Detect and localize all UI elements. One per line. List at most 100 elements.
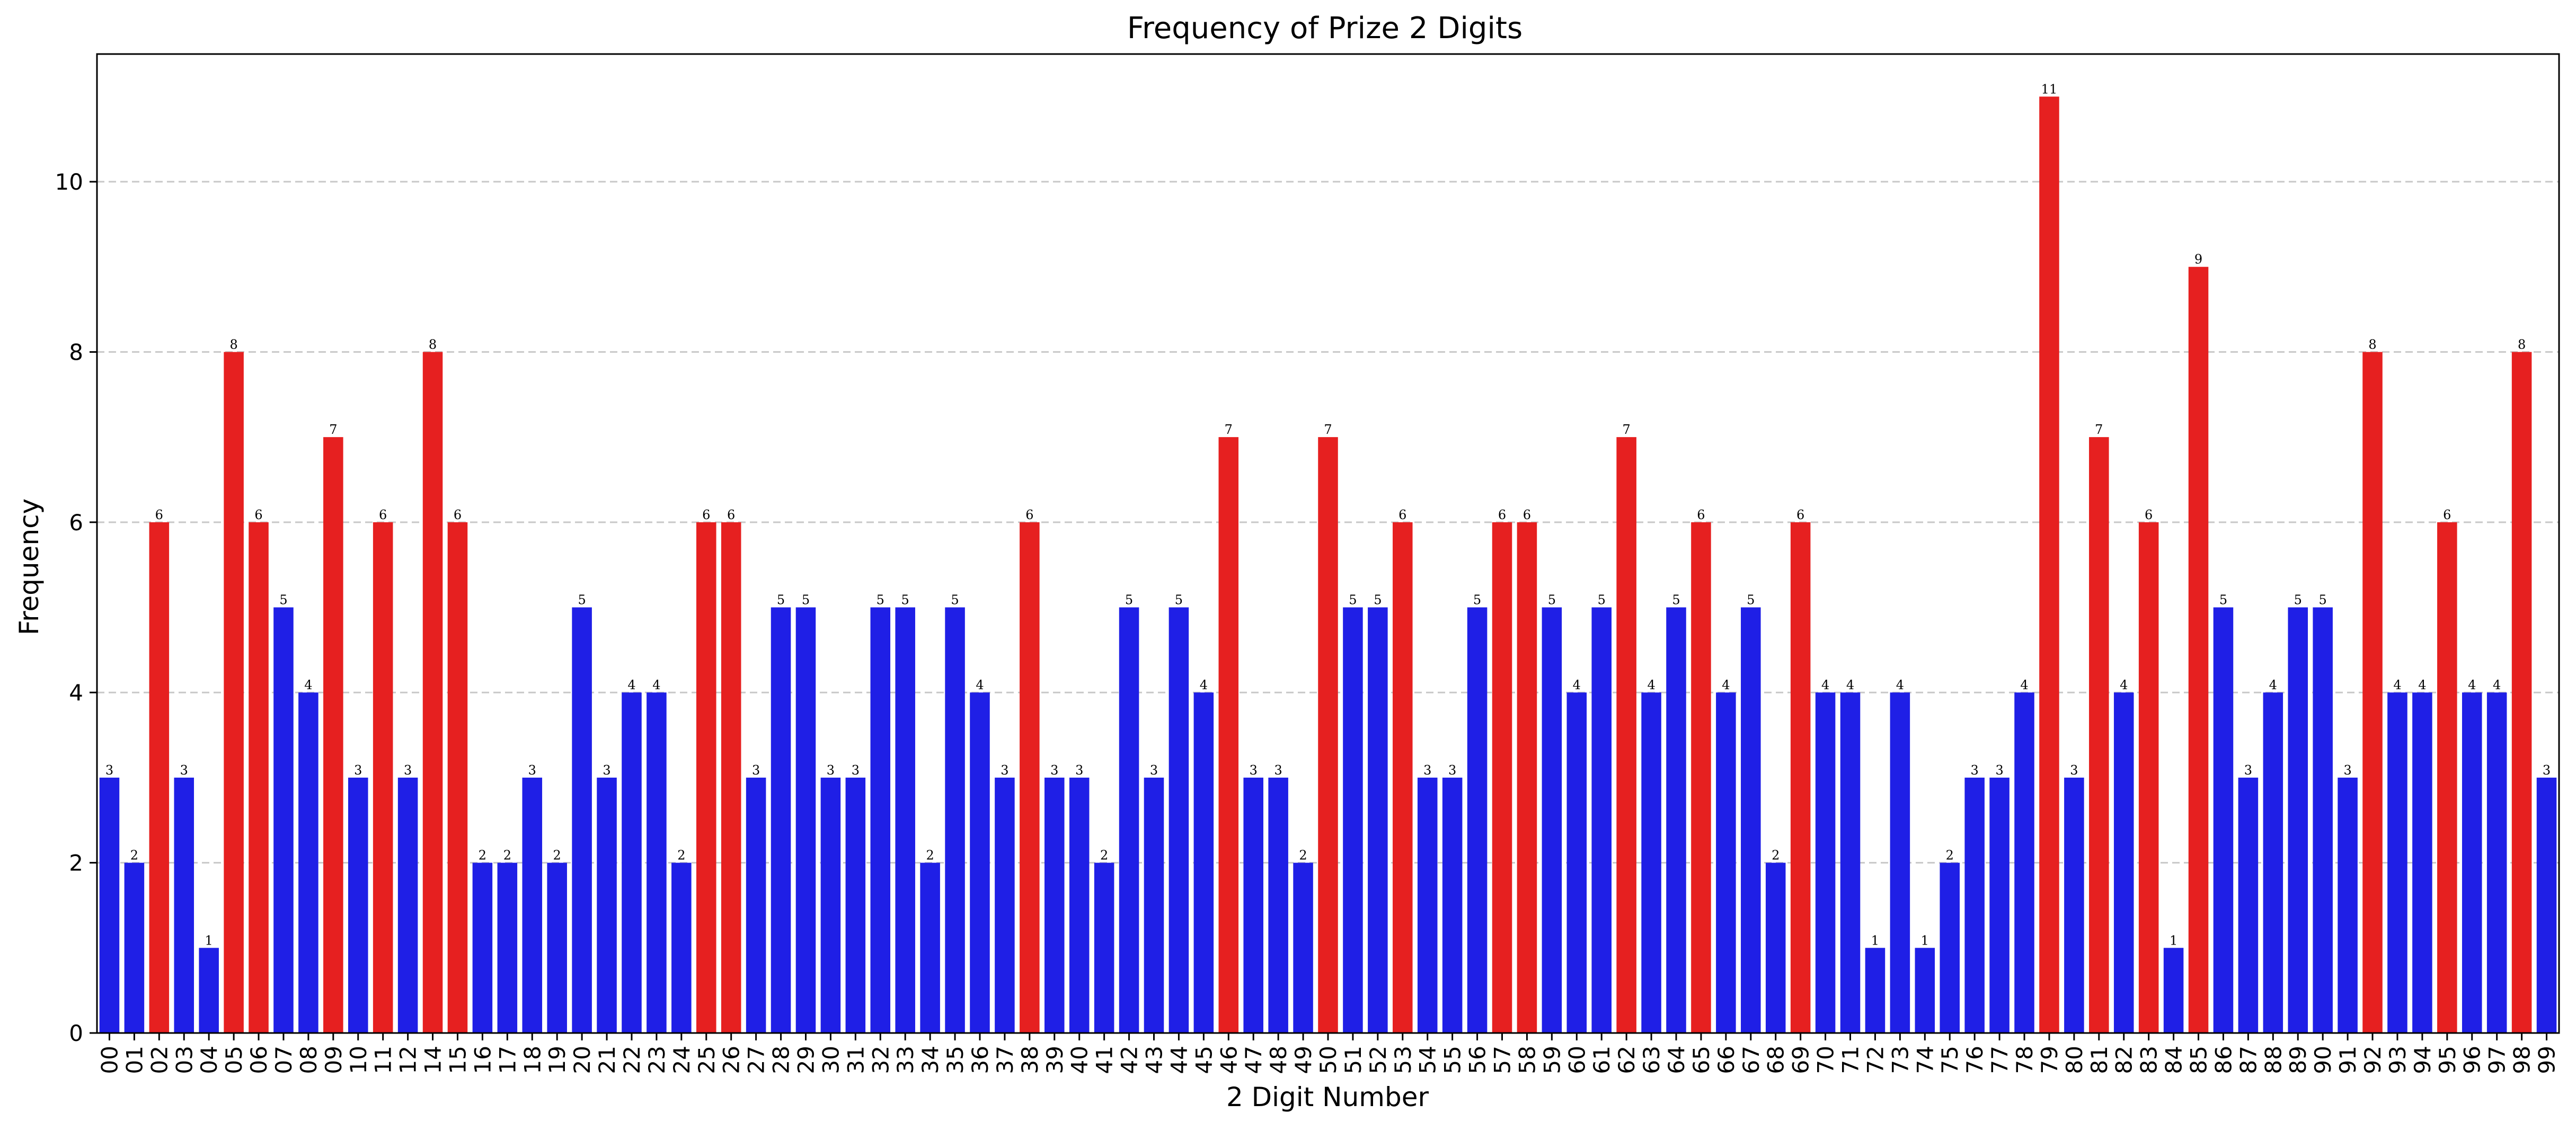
bar-40 bbox=[1069, 777, 1090, 1033]
x-tick-label-16: 16 bbox=[470, 1046, 495, 1074]
x-tick-label-91: 91 bbox=[2335, 1046, 2361, 1074]
data-label-59: 5 bbox=[1548, 593, 1556, 608]
bar-27 bbox=[746, 777, 766, 1033]
x-tick-label-70: 70 bbox=[1813, 1046, 1839, 1074]
data-label-86: 5 bbox=[2219, 593, 2227, 608]
x-tick-label-03: 03 bbox=[171, 1046, 197, 1074]
bar-61 bbox=[1591, 607, 1612, 1033]
data-label-78: 4 bbox=[2020, 678, 2028, 692]
data-label-77: 3 bbox=[1995, 763, 2003, 778]
data-label-75: 2 bbox=[1946, 848, 1954, 863]
x-tick-label-17: 17 bbox=[494, 1046, 520, 1074]
bar-73 bbox=[1890, 692, 1910, 1033]
data-label-69: 6 bbox=[1796, 507, 1804, 522]
data-label-73: 4 bbox=[1896, 678, 1904, 692]
x-tick-label-39: 39 bbox=[1042, 1046, 1068, 1074]
data-label-34: 2 bbox=[926, 848, 934, 863]
data-label-24: 2 bbox=[677, 848, 685, 863]
data-label-03: 3 bbox=[180, 763, 188, 778]
x-tick-label-10: 10 bbox=[346, 1046, 371, 1074]
data-label-76: 3 bbox=[1971, 763, 1979, 778]
y-tick-label: 0 bbox=[69, 1020, 83, 1046]
x-tick-label-48: 48 bbox=[1265, 1046, 1291, 1074]
bar-11 bbox=[373, 522, 393, 1033]
bar-81 bbox=[2089, 437, 2109, 1034]
x-tick-label-41: 41 bbox=[1092, 1046, 1118, 1074]
x-tick-label-77: 77 bbox=[1987, 1046, 2013, 1074]
bar-56 bbox=[1467, 607, 1488, 1033]
x-tick-label-22: 22 bbox=[619, 1046, 645, 1074]
x-tick-label-02: 02 bbox=[146, 1046, 172, 1074]
data-label-37: 3 bbox=[1001, 763, 1008, 778]
data-label-06: 6 bbox=[254, 507, 262, 522]
bar-24 bbox=[671, 862, 692, 1033]
bar-72 bbox=[1865, 948, 1885, 1033]
x-tick-label-60: 60 bbox=[1564, 1046, 1590, 1074]
y-tick-label: 2 bbox=[69, 850, 83, 876]
bar-46 bbox=[1218, 437, 1239, 1034]
data-label-25: 6 bbox=[702, 507, 710, 522]
x-tick-label-69: 69 bbox=[1788, 1046, 1814, 1074]
bar-69 bbox=[1790, 522, 1811, 1033]
x-tick-label-68: 68 bbox=[1763, 1046, 1789, 1074]
bar-96 bbox=[2462, 692, 2482, 1033]
data-label-65: 6 bbox=[1697, 507, 1705, 522]
bar-37 bbox=[995, 777, 1015, 1033]
data-label-33: 5 bbox=[901, 593, 909, 608]
data-label-56: 5 bbox=[1473, 593, 1481, 608]
data-label-41: 2 bbox=[1100, 848, 1108, 863]
y-axis-label: Frequency bbox=[14, 498, 45, 635]
x-tick-label-53: 53 bbox=[1390, 1046, 1416, 1074]
bar-64 bbox=[1666, 607, 1686, 1033]
bar-57 bbox=[1492, 522, 1512, 1033]
x-tick-label-18: 18 bbox=[519, 1046, 545, 1074]
bar-74 bbox=[1915, 948, 1935, 1033]
data-label-28: 5 bbox=[777, 593, 785, 608]
bar-94 bbox=[2412, 692, 2432, 1033]
data-label-00: 3 bbox=[105, 763, 113, 778]
x-tick-label-01: 01 bbox=[121, 1046, 147, 1074]
bar-78 bbox=[2014, 692, 2034, 1033]
x-tick-label-15: 15 bbox=[445, 1046, 471, 1074]
bar-18 bbox=[522, 777, 543, 1033]
x-tick-label-04: 04 bbox=[196, 1046, 222, 1074]
bar-41 bbox=[1094, 862, 1114, 1033]
x-tick-label-30: 30 bbox=[818, 1046, 844, 1074]
data-label-92: 8 bbox=[2368, 337, 2376, 352]
x-tick-label-73: 73 bbox=[1887, 1046, 1913, 1074]
bar-76 bbox=[1964, 777, 1985, 1033]
data-label-85: 9 bbox=[2194, 252, 2202, 267]
bar-85 bbox=[2188, 266, 2209, 1033]
x-tick-label-99: 99 bbox=[2534, 1046, 2560, 1074]
bar-04 bbox=[199, 948, 219, 1033]
bar-12 bbox=[397, 777, 418, 1033]
x-tick-label-34: 34 bbox=[917, 1046, 943, 1074]
bar-33 bbox=[895, 607, 915, 1033]
data-label-89: 5 bbox=[2294, 593, 2302, 608]
x-tick-label-89: 89 bbox=[2285, 1046, 2311, 1074]
x-tick-label-38: 38 bbox=[1017, 1046, 1043, 1074]
data-label-01: 2 bbox=[130, 848, 138, 863]
data-label-20: 5 bbox=[578, 593, 586, 608]
x-tick-label-65: 65 bbox=[1688, 1046, 1714, 1074]
data-label-72: 1 bbox=[1871, 933, 1879, 948]
x-tick-label-94: 94 bbox=[2410, 1046, 2436, 1074]
x-tick-label-66: 66 bbox=[1713, 1046, 1739, 1074]
data-label-66: 4 bbox=[1722, 678, 1730, 692]
data-label-04: 1 bbox=[205, 933, 213, 948]
x-tick-label-46: 46 bbox=[1216, 1046, 1242, 1074]
data-label-45: 4 bbox=[1200, 678, 1208, 692]
x-tick-label-14: 14 bbox=[420, 1046, 446, 1074]
data-label-39: 3 bbox=[1050, 763, 1058, 778]
bar-15 bbox=[447, 522, 468, 1033]
data-label-68: 2 bbox=[1772, 848, 1780, 863]
x-tick-label-32: 32 bbox=[867, 1046, 893, 1074]
x-tick-label-51: 51 bbox=[1340, 1046, 1366, 1074]
bar-09 bbox=[323, 437, 343, 1034]
bar-83 bbox=[2138, 522, 2159, 1033]
data-label-74: 1 bbox=[1921, 933, 1929, 948]
data-label-42: 5 bbox=[1125, 593, 1133, 608]
bar-29 bbox=[795, 607, 816, 1033]
data-label-82: 4 bbox=[2120, 678, 2128, 692]
